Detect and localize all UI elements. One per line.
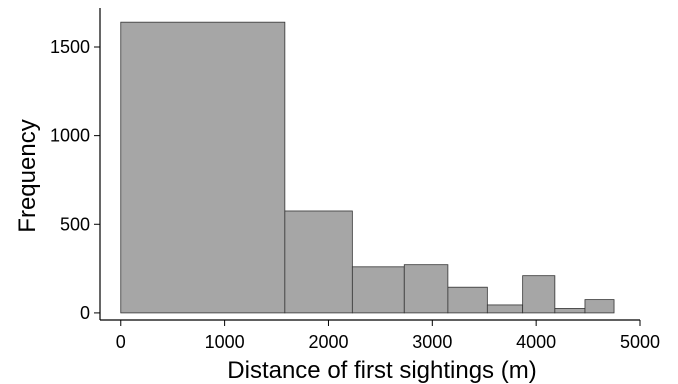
histogram-bar-6	[486, 304, 524, 314]
histogram-bar-5	[447, 286, 488, 314]
y-tick-label: 500	[60, 214, 90, 234]
y-tick-label: 1500	[50, 37, 90, 57]
histogram-bars	[120, 21, 615, 314]
y-tick-label: 1000	[50, 126, 90, 146]
histogram-bar-9	[584, 299, 615, 314]
x-tick-label: 5000	[620, 332, 660, 352]
x-tick-label: 1000	[205, 332, 245, 352]
histogram-bar-3	[351, 266, 405, 314]
histogram-bar-7	[522, 275, 556, 314]
x-tick-label: 2000	[308, 332, 348, 352]
y-axis-label: Frequency	[14, 119, 41, 232]
x-tick-label: 0	[116, 332, 126, 352]
x-axis-ticks: 0 1000 2000 3000 4000 5000	[116, 320, 660, 352]
histogram-bar-1	[120, 21, 286, 314]
histogram-bar-4	[403, 264, 449, 314]
y-tick-label: 0	[80, 303, 90, 323]
histogram-bar-2	[284, 210, 353, 314]
y-axis-ticks: 0 500 1000 1500	[50, 37, 100, 323]
x-tick-label: 4000	[516, 332, 556, 352]
x-tick-label: 3000	[412, 332, 452, 352]
histogram-bar-8	[554, 308, 586, 314]
x-axis-label: Distance of first sightings (m)	[227, 357, 536, 384]
